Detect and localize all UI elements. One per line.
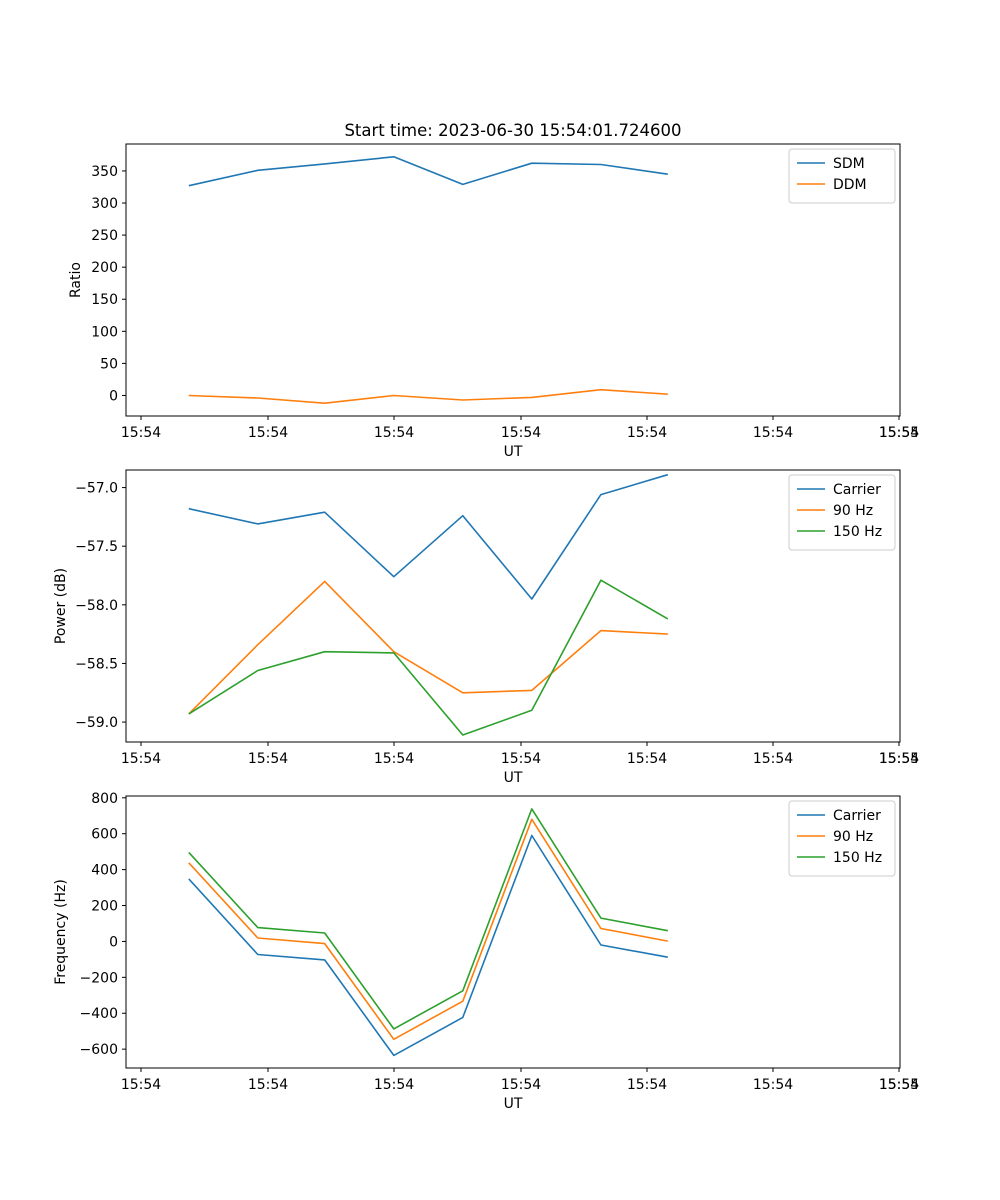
series-line-150-hz xyxy=(188,579,669,736)
x-tick-label: 15:54 xyxy=(879,751,919,767)
legend-label: 150 Hz xyxy=(833,850,882,866)
series-line-carrier xyxy=(188,473,669,600)
y-tick-label: −200 xyxy=(80,970,118,986)
legend-label: 90 Hz xyxy=(833,829,873,845)
x-axis-label: UT xyxy=(504,1096,523,1112)
y-axis-label: Ratio xyxy=(68,262,84,298)
y-tick-label: 300 xyxy=(91,196,118,212)
x-tick-label: 15:54 xyxy=(121,425,161,441)
x-tick-label: 15:54 xyxy=(374,751,414,767)
series-line-90-hz xyxy=(188,580,668,715)
y-tick-label: −600 xyxy=(80,1042,118,1058)
legend-label: SDM xyxy=(833,156,865,172)
x-axis-label: UT xyxy=(504,444,523,460)
y-tick-label: −57.5 xyxy=(75,539,118,555)
y-tick-label: 0 xyxy=(109,388,118,404)
y-tick-label: 400 xyxy=(91,863,118,879)
y-axis-label: Power (dB) xyxy=(53,568,69,644)
x-tick-label: 15:54 xyxy=(248,425,288,441)
x-tick-label: 15:54 xyxy=(374,1077,414,1093)
x-tick-label: 15:54 xyxy=(753,751,793,767)
axes-frame xyxy=(125,143,901,417)
series-line-ddm xyxy=(188,388,668,405)
x-tick-label: 15:54 xyxy=(879,1077,919,1093)
y-axis-label: Frequency (Hz) xyxy=(53,879,69,985)
y-tick-label: 800 xyxy=(91,791,118,807)
x-tick-label: 15:55 xyxy=(879,1077,919,1093)
plots-container: 15:54 15:54 15:54 15:54 15:54 15:54 15:5415:55… xyxy=(53,143,919,1112)
y-tick-label: −57.0 xyxy=(75,481,118,497)
y-tick-label: −58.0 xyxy=(75,598,118,614)
y-tick-label: −400 xyxy=(80,1006,118,1022)
y-tick-label: 600 xyxy=(91,827,118,843)
x-tick-label: 15:54 xyxy=(627,751,667,767)
x-tick-label: 15:54 xyxy=(627,1077,667,1093)
x-axis-label: UT xyxy=(504,770,523,786)
series-line-carrier xyxy=(188,834,668,1057)
axes-frame xyxy=(125,469,901,743)
x-tick-label: 15:55 xyxy=(879,425,919,441)
x-tick-label: 15:54 xyxy=(501,425,541,441)
x-tick-label: 15:54 xyxy=(501,1077,541,1093)
x-tick-label: 15:54 xyxy=(753,425,793,441)
y-tick-label: 150 xyxy=(91,292,118,308)
x-tick-label: 15:54 xyxy=(627,425,667,441)
x-tick-label: 15:55 xyxy=(879,751,919,767)
y-tick-label: 250 xyxy=(91,228,118,244)
legend-label: Carrier xyxy=(833,482,881,498)
x-tick-label: 15:54 xyxy=(879,425,919,441)
y-tick-label: −59.0 xyxy=(75,715,118,731)
y-tick-label: 50 xyxy=(100,356,118,372)
x-tick-label: 15:54 xyxy=(248,1077,288,1093)
legend-label: DDM xyxy=(833,177,867,193)
series-line-90-hz xyxy=(188,818,668,1041)
subplot-1: 15:54 15:54 15:54 15:54 15:54 15:54 15:5415:55… xyxy=(68,143,919,460)
legend-label: 90 Hz xyxy=(833,503,873,519)
y-tick-label: 200 xyxy=(91,899,118,915)
legend: Carrier 90 Hz 150 Hz xyxy=(788,474,896,551)
subplot-2: 15:54 15:54 15:54 15:54 15:54 15:54 15:5415:55… xyxy=(53,469,919,786)
x-tick-label: 15:54 xyxy=(374,425,414,441)
x-tick-label: 15:54 xyxy=(121,751,161,767)
axes-frame xyxy=(125,795,901,1069)
series-line-150-hz xyxy=(188,808,668,1030)
series-line-sdm xyxy=(188,156,668,187)
legend: SDM DDM xyxy=(788,148,896,204)
y-tick-label: 100 xyxy=(91,324,118,340)
y-tick-label: 0 xyxy=(109,934,118,950)
legend-label: 150 Hz xyxy=(833,524,882,540)
x-tick-label: 15:54 xyxy=(501,751,541,767)
y-tick-label: −58.5 xyxy=(75,656,118,672)
y-tick-label: 350 xyxy=(91,164,118,180)
x-tick-label: 15:54 xyxy=(248,751,288,767)
x-tick-label: 15:54 xyxy=(753,1077,793,1093)
y-tick-label: 200 xyxy=(91,260,118,276)
figure-title: Start time: 2023-06-30 15:54:01.724600 xyxy=(344,121,681,140)
legend-label: Carrier xyxy=(833,808,881,824)
legend: Carrier 90 Hz 150 Hz xyxy=(788,800,896,877)
subplot-3: 15:54 15:54 15:54 15:54 15:54 15:54 15:5415:55… xyxy=(53,791,919,1112)
x-tick-label: 15:54 xyxy=(121,1077,161,1093)
